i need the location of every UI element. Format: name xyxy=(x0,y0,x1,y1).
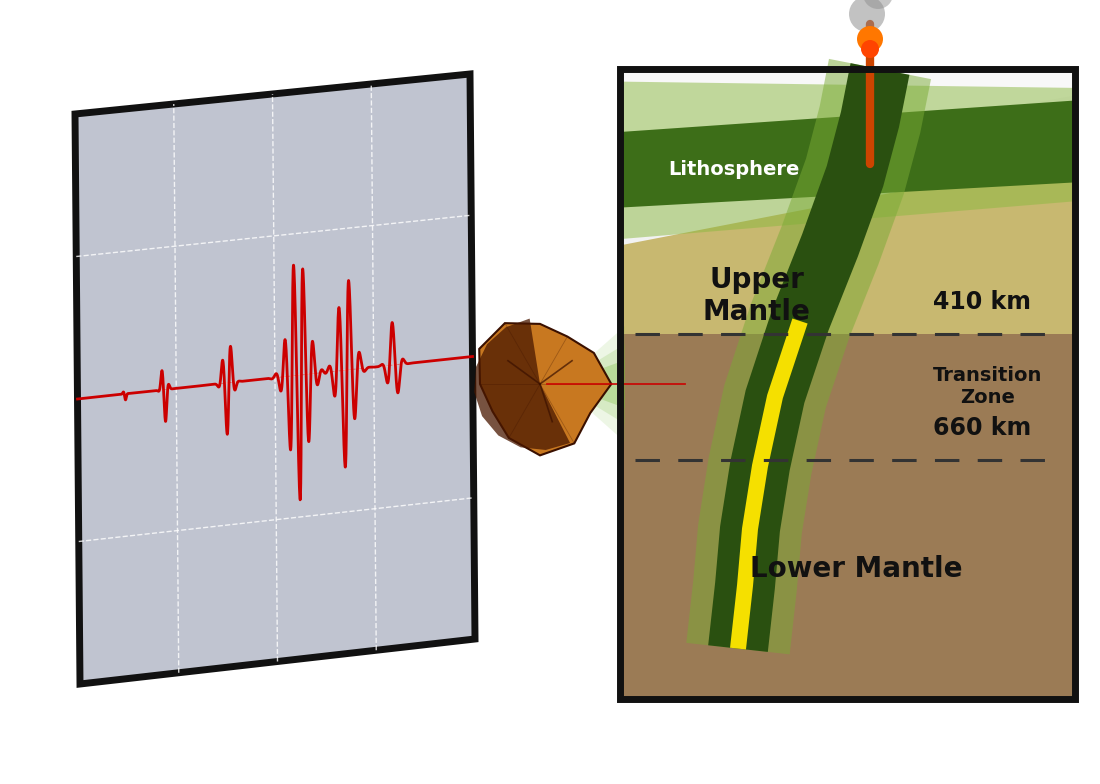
Text: 410 km: 410 km xyxy=(933,289,1031,314)
Text: Upper
Mantle: Upper Mantle xyxy=(703,266,811,326)
Polygon shape xyxy=(576,326,625,442)
Text: 660 km: 660 km xyxy=(933,416,1032,440)
Polygon shape xyxy=(620,82,1075,239)
Polygon shape xyxy=(620,69,1075,175)
Polygon shape xyxy=(480,323,612,456)
Polygon shape xyxy=(474,318,570,450)
Polygon shape xyxy=(730,318,807,649)
Polygon shape xyxy=(708,64,910,652)
Polygon shape xyxy=(75,74,475,684)
Circle shape xyxy=(861,40,879,58)
Polygon shape xyxy=(620,69,1075,245)
Text: Transition
Zone: Transition Zone xyxy=(933,366,1043,407)
Polygon shape xyxy=(576,360,625,408)
Bar xyxy=(620,69,1075,699)
Polygon shape xyxy=(576,344,625,424)
Polygon shape xyxy=(686,59,931,655)
Circle shape xyxy=(857,26,883,52)
Polygon shape xyxy=(620,69,1075,334)
Text: Lithosphere: Lithosphere xyxy=(668,160,800,180)
Text: Lower Mantle: Lower Mantle xyxy=(750,555,962,583)
Polygon shape xyxy=(620,100,1075,208)
Circle shape xyxy=(864,0,893,9)
Circle shape xyxy=(849,0,886,32)
